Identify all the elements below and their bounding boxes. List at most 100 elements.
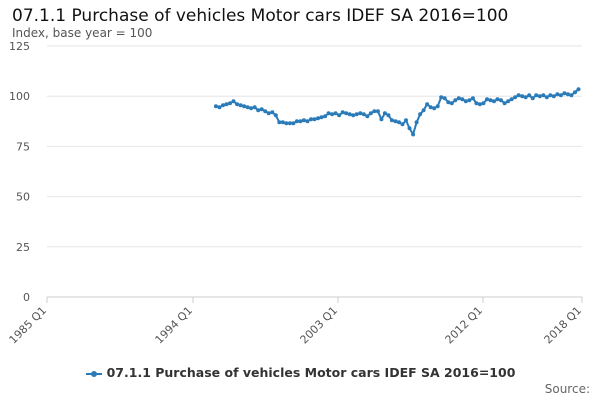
data-point[interactable] [523, 95, 528, 100]
data-point[interactable] [351, 113, 356, 118]
data-point[interactable] [238, 103, 243, 108]
data-point[interactable] [270, 110, 275, 115]
data-point[interactable] [428, 105, 433, 110]
data-point[interactable] [372, 109, 377, 114]
data-point[interactable] [446, 100, 451, 105]
data-point[interactable] [368, 111, 373, 116]
data-point[interactable] [537, 94, 542, 99]
data-point[interactable] [544, 95, 549, 100]
data-point[interactable] [259, 107, 264, 112]
data-point[interactable] [252, 105, 257, 110]
data-point[interactable] [534, 93, 539, 98]
data-point[interactable] [481, 101, 486, 106]
data-point[interactable] [309, 117, 313, 122]
data-point[interactable] [576, 87, 581, 92]
data-point[interactable] [400, 122, 405, 127]
data-point[interactable] [284, 121, 289, 126]
data-point[interactable] [294, 119, 299, 124]
data-point[interactable] [449, 101, 454, 106]
data-point[interactable] [467, 98, 472, 103]
data-point[interactable] [456, 96, 461, 101]
data-point[interactable] [375, 109, 380, 114]
data-point[interactable] [263, 109, 268, 114]
data-point[interactable] [277, 120, 282, 125]
data-point[interactable] [316, 116, 320, 121]
data-point[interactable] [344, 111, 349, 116]
data-point[interactable] [573, 90, 577, 95]
data-point[interactable] [397, 120, 401, 125]
data-point[interactable] [520, 94, 525, 99]
data-point[interactable] [407, 126, 412, 131]
data-point[interactable] [414, 120, 419, 125]
data-point[interactable] [305, 119, 310, 124]
data-point[interactable] [217, 105, 222, 110]
data-point[interactable] [470, 96, 475, 101]
data-point[interactable] [502, 101, 507, 106]
data-point[interactable] [358, 111, 363, 116]
data-point[interactable] [453, 98, 458, 103]
data-point[interactable] [312, 117, 317, 122]
data-point[interactable] [347, 112, 352, 117]
data-point[interactable] [326, 111, 331, 116]
data-point[interactable] [551, 94, 556, 99]
data-point[interactable] [421, 108, 426, 113]
data-point[interactable] [562, 91, 567, 96]
data-point[interactable] [319, 115, 324, 120]
data-point[interactable] [492, 99, 496, 104]
data-point[interactable] [439, 95, 444, 100]
data-point[interactable] [231, 99, 236, 104]
data-point[interactable] [337, 113, 342, 118]
series-group[interactable] [213, 87, 581, 137]
data-point[interactable] [235, 102, 240, 107]
data-point[interactable] [404, 118, 408, 123]
data-point[interactable] [389, 118, 394, 123]
data-point[interactable] [340, 110, 345, 115]
data-point[interactable] [530, 96, 535, 101]
data-point[interactable] [361, 112, 366, 117]
data-point[interactable] [565, 92, 570, 97]
data-point[interactable] [221, 103, 225, 108]
data-point[interactable] [273, 113, 278, 118]
data-point[interactable] [266, 111, 271, 116]
data-point[interactable] [224, 102, 229, 107]
data-point[interactable] [386, 113, 391, 118]
data-point[interactable] [527, 93, 532, 98]
data-point[interactable] [249, 106, 254, 111]
data-point[interactable] [474, 101, 479, 106]
data-point[interactable] [513, 95, 518, 100]
data-point[interactable] [393, 119, 398, 124]
data-point[interactable] [245, 105, 250, 110]
data-point[interactable] [382, 111, 387, 116]
data-point[interactable] [287, 121, 292, 126]
data-point[interactable] [228, 101, 232, 106]
data-point[interactable] [488, 98, 493, 103]
data-point[interactable] [555, 92, 560, 97]
data-point[interactable] [506, 99, 511, 104]
data-point[interactable] [548, 93, 553, 98]
data-point[interactable] [411, 132, 416, 137]
data-point[interactable] [435, 104, 440, 109]
data-point[interactable] [418, 112, 423, 117]
data-point[interactable] [242, 104, 247, 109]
data-point[interactable] [213, 104, 218, 109]
data-point[interactable] [256, 108, 261, 113]
data-point[interactable] [432, 106, 437, 111]
data-point[interactable] [298, 119, 303, 124]
data-point[interactable] [291, 121, 296, 126]
data-point[interactable] [333, 111, 338, 116]
data-point[interactable] [485, 97, 489, 102]
data-point[interactable] [558, 93, 563, 98]
data-point[interactable] [460, 97, 465, 102]
data-point[interactable] [323, 114, 328, 119]
data-point[interactable] [541, 93, 546, 98]
data-point[interactable] [463, 99, 468, 104]
data-point[interactable] [499, 98, 503, 103]
data-point[interactable] [354, 112, 359, 117]
data-point[interactable] [495, 97, 500, 102]
data-point[interactable] [569, 93, 574, 98]
legend[interactable]: 07.1.1 Purchase of vehicles Motor cars I… [0, 365, 600, 380]
data-point[interactable] [330, 112, 335, 117]
data-point[interactable] [280, 120, 285, 125]
data-point[interactable] [365, 114, 370, 119]
data-point[interactable] [425, 102, 430, 107]
